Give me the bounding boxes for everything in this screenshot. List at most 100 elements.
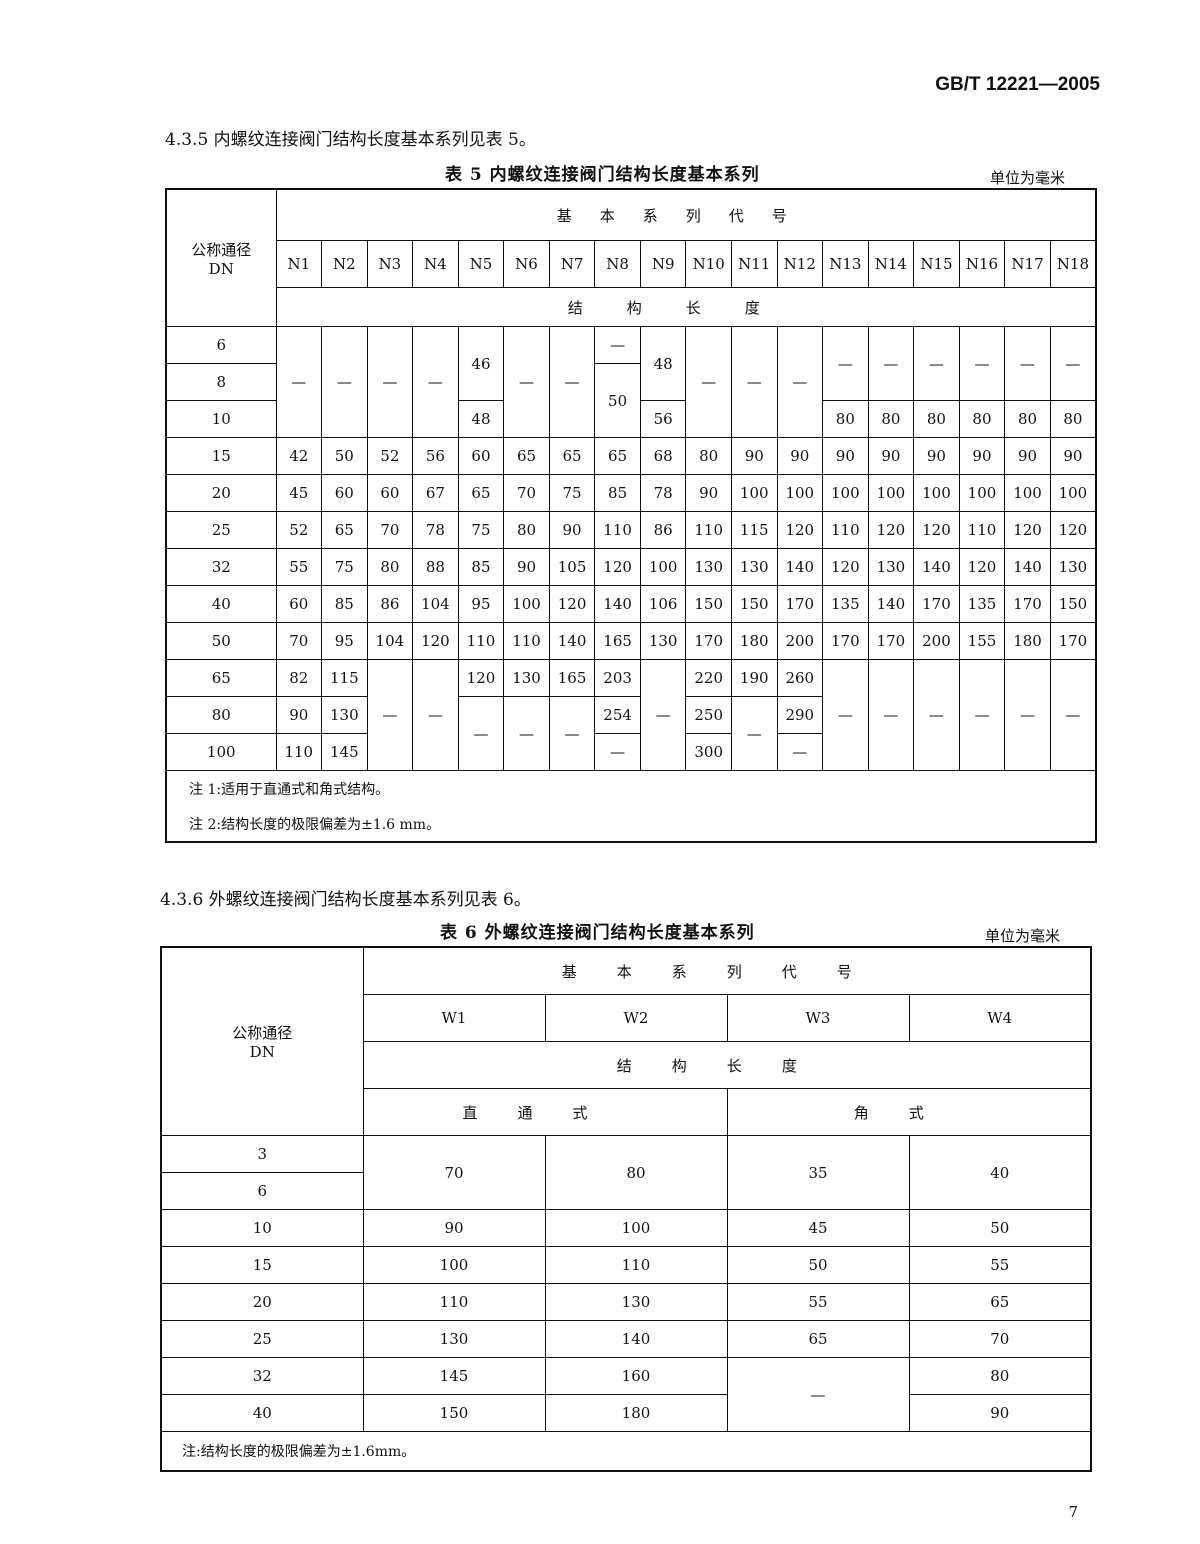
table5-column-header: N12 [776, 240, 824, 288]
table5-cell: — [685, 326, 732, 438]
table5-cell: 170 [913, 585, 960, 623]
table5-cell: 140 [1004, 548, 1051, 586]
table5-cell: — [1004, 326, 1051, 401]
table6-cell: 40 [908, 1135, 1092, 1210]
table5-cell: 130 [503, 659, 550, 697]
table5-cell: — [1004, 659, 1051, 771]
table5-cell: 110 [685, 511, 732, 549]
table5-cell: 86 [366, 585, 414, 623]
table5-cell: 140 [867, 585, 915, 623]
table5-cell: 65 [503, 437, 550, 475]
table5-column-header: N2 [321, 240, 368, 288]
table5-row: 32 55 75 80 88 85 90 105 120 100 130 130 140 120 130 14… [165, 548, 1097, 586]
table5-cell: 120 [457, 659, 505, 697]
table5-dn-cell: 80 [165, 696, 277, 734]
table5-cell: — [503, 696, 550, 771]
table5-cell: — [412, 326, 459, 438]
table5-cell: 78 [639, 474, 687, 512]
table5-column-header: N17 [1004, 240, 1051, 288]
table5-cell: 52 [275, 511, 323, 549]
table5-cell: 67 [412, 474, 459, 512]
table5-cell: 140 [594, 585, 641, 623]
section-4-3-6: 4.3.6 外螺纹连接阀门结构长度基本系列见表 6。 [160, 890, 531, 910]
table5-cell: 155 [958, 622, 1006, 660]
table5-cell: 60 [457, 437, 505, 475]
table5-cell: 130 [639, 622, 687, 660]
table5-cell: — [822, 326, 869, 401]
table6-caption: 表 6 外螺纹连接阀门结构长度基本系列 [440, 923, 755, 943]
table5-cell: 135 [822, 585, 869, 623]
table5-cell: 140 [913, 548, 960, 586]
table6-series-header: 基本系列代号 [362, 946, 1092, 995]
table6-dn-cell: 15 [160, 1246, 364, 1284]
table6-row: 20 110 130 55 65 [160, 1283, 1092, 1321]
table6-column-header: W1 [362, 994, 546, 1042]
table5-cell: — [776, 733, 824, 771]
table5-dn-cell: 8 [165, 363, 277, 401]
table5-column-header: N18 [1049, 240, 1097, 288]
table5-cell: — [594, 326, 641, 364]
table5-cell: 90 [958, 437, 1006, 475]
table5-cell: 80 [1049, 400, 1097, 438]
table6-row: 32 145 160—80 [160, 1357, 1092, 1432]
table5-dn-cell: 50 [165, 622, 277, 660]
table5-cell: 50 [321, 437, 368, 475]
table6-cell: 70 [908, 1320, 1092, 1358]
table6-cell: 145 [362, 1357, 546, 1395]
table5-cell: 220 [685, 659, 732, 697]
table5-row: 100 110 145 — 300 — [165, 733, 1096, 771]
table5-cell: 120 [822, 548, 869, 586]
table5-cell: — [867, 326, 915, 401]
table5-column-header: N14 [867, 240, 915, 288]
table5-cell: 120 [776, 511, 824, 549]
table6-column-header: W2 [544, 994, 728, 1042]
table5-cell: 150 [685, 585, 732, 623]
table5-cell: 60 [321, 474, 368, 512]
table6-column-header: W3 [726, 994, 910, 1042]
table5-cell: — [457, 696, 505, 771]
table5-cell: 100 [1049, 474, 1097, 512]
table5-cell: 105 [548, 548, 596, 586]
table5-column-header: N7 [548, 240, 596, 288]
table5-note-row: 注 1:适用于直通式和角式结构。 [165, 770, 1097, 806]
table5-cell: 70 [275, 622, 323, 660]
table5-cell: 106 [639, 585, 687, 623]
table5-cell: 100 [730, 474, 778, 512]
table6-cell: 50 [908, 1209, 1092, 1247]
table5-cell: 200 [776, 622, 824, 660]
table6-row: 3 70 80 35 40 [160, 1135, 1092, 1210]
table5-cell: — [548, 696, 596, 771]
table5-caption: 表 5 内螺纹连接阀门结构长度基本系列 [445, 165, 760, 185]
table5-length-header: 结构长度 [275, 287, 1097, 327]
table5-dn-cell: 6 [165, 326, 277, 364]
table5-cell: 45 [275, 474, 323, 512]
table6-column-header: W4 [908, 994, 1092, 1042]
table5-cell: 180 [730, 622, 778, 660]
table5-cell: 104 [366, 622, 414, 660]
table5-cell: — [412, 659, 459, 771]
table6-cell: 55 [908, 1246, 1092, 1284]
table5-column-header: N13 [822, 240, 869, 288]
table6-cell: 100 [362, 1246, 546, 1284]
table5-cell: 110 [503, 622, 550, 660]
table5-column-header: N16 [958, 240, 1006, 288]
table5-cell: 65 [548, 437, 596, 475]
table6-cell: 35 [726, 1135, 910, 1210]
table5-cell: — [913, 326, 960, 401]
table5-cell: 140 [776, 548, 824, 586]
table5-cell: 90 [913, 437, 960, 475]
table5-cell: 135 [958, 585, 1006, 623]
table5-cell: 90 [548, 511, 596, 549]
table5-cell: 290 [776, 696, 824, 734]
table5-cell: 120 [913, 511, 960, 549]
table5-dn-header: 公称通径 DN [165, 188, 277, 327]
table5-cell: 165 [594, 622, 641, 660]
table5-column-header: N3 [366, 240, 414, 288]
table5-cell: 120 [958, 548, 1006, 586]
table5-note: 注 2:结构长度的极限偏差为±1.6 mm。 [165, 806, 1097, 843]
table5-cell: 145 [321, 733, 368, 771]
table5-cell: — [776, 326, 824, 438]
table5-cell: — [958, 659, 1006, 771]
table5-cell: 115 [730, 511, 778, 549]
table5-cell: 170 [1049, 622, 1097, 660]
